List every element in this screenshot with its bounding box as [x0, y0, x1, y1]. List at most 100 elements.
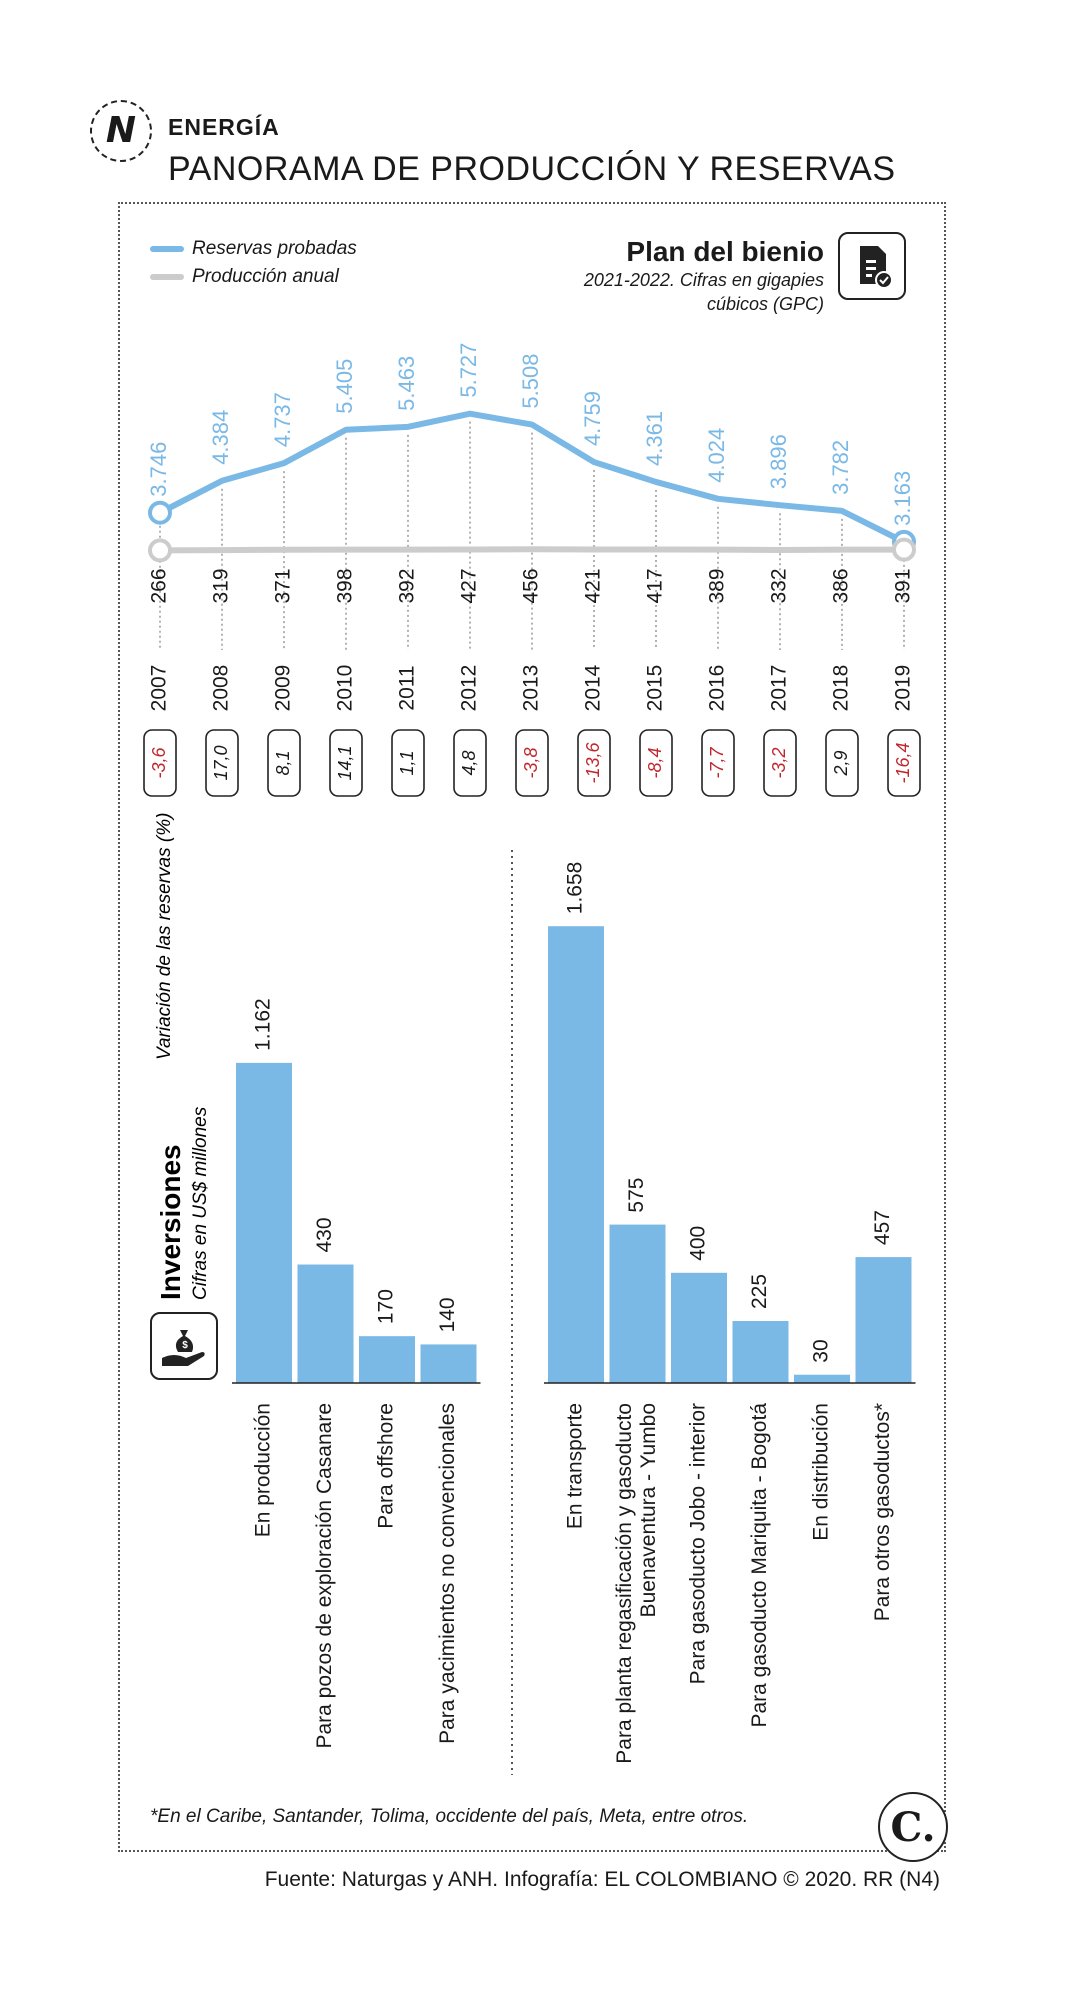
- reserves-value-label: 3.163: [890, 471, 915, 526]
- variation-box: [267, 729, 301, 797]
- variation-value-label: 1,1: [397, 750, 417, 775]
- variation-box: [391, 729, 425, 797]
- transport-investment-category-label: En distribución: [810, 1403, 833, 1541]
- svg-text:$: $: [182, 1340, 188, 1351]
- legend-item-reserves: Reservas probadas: [150, 235, 357, 263]
- transport-investment-category-label: Para planta regasificación y gasoducto: [613, 1403, 636, 1764]
- production-investment-value-label: 140: [436, 1297, 459, 1332]
- variation-value-label: 17,0: [211, 745, 231, 780]
- data-labels: 3.746 266 2007 4.384 319 2008 4.737 371 2009 5.40…: [146, 343, 915, 712]
- transport-investment-bar: [855, 1257, 912, 1383]
- production-investment-bar: [420, 1344, 477, 1383]
- variation-box: [825, 729, 859, 797]
- variation-box: [577, 729, 611, 797]
- reserves-value-label: 4.737: [270, 392, 295, 447]
- production-investment-bar: [297, 1264, 354, 1383]
- production-investment-bar: [359, 1336, 415, 1383]
- reserves-value-label: 4.361: [642, 411, 667, 466]
- production-value-label: 391: [892, 568, 915, 603]
- variation-box: [639, 729, 673, 797]
- production-investment-value-label: 170: [375, 1289, 398, 1324]
- production-investment-category-label: En producción: [252, 1403, 275, 1537]
- legend-item-production: Producción anual: [150, 263, 357, 291]
- variation-value-label: -8,4: [645, 747, 665, 778]
- production-endpoint: [148, 538, 172, 563]
- year-label: 2017: [768, 665, 791, 712]
- year-label: 2014: [582, 664, 605, 711]
- variation-box: [515, 729, 549, 797]
- production-investment-category-label: Para yacimientos no convencionales: [436, 1403, 459, 1744]
- reserves-value-label: 3.782: [828, 440, 853, 495]
- variation-value-label: 4,8: [459, 750, 479, 775]
- production-value-label: 389: [706, 568, 729, 603]
- production-value-label: 266: [148, 568, 171, 603]
- transport-investment-bar: [548, 926, 604, 1383]
- variation-value-label: -3,6: [149, 747, 169, 779]
- production-value-label: 392: [396, 568, 419, 603]
- reserves-value-label: 4.384: [208, 410, 233, 465]
- production-endpoint: [892, 537, 916, 562]
- reserves-line: [157, 410, 907, 545]
- year-label: 2019: [892, 665, 915, 712]
- production-value-label: 319: [210, 568, 233, 603]
- variation-value-label: -3,8: [521, 747, 541, 778]
- variation-value-label: -3,2: [769, 747, 789, 778]
- year-label: 2007: [148, 665, 171, 712]
- investment-bars: 1.162 En producción 430 Para pozos de explo…: [232, 862, 916, 1764]
- variation-axis-label: Variación de las reservas (%): [154, 813, 175, 1060]
- production-investment-value-label: 1.162: [252, 998, 275, 1051]
- transport-investment-value-label: 30: [810, 1339, 833, 1362]
- legend-swatch-reserves: [150, 246, 184, 252]
- production-value-label: 417: [644, 568, 667, 603]
- logo-letter: C.: [890, 1803, 936, 1851]
- plan-subtitle-2: cúbicos (GPC): [706, 294, 824, 314]
- investment-title: Inversiones: [155, 1144, 186, 1300]
- variation-boxes: -3,6 17,0 8,1 14,1 1,1 4,8 -3,8 -13,6 -8,4 -7,7 -3…: [143, 729, 921, 797]
- reserves-endpoint: [148, 500, 172, 525]
- reserves-value-label: 5.727: [456, 343, 481, 398]
- series-lines: [148, 410, 916, 563]
- transport-investment-value-label: 225: [748, 1274, 771, 1309]
- reserves-value-label: 4.024: [704, 428, 729, 483]
- variation-box: [329, 729, 363, 797]
- transport-investment-category-label: Para otros gasoductos*: [871, 1403, 894, 1621]
- variation-box: [887, 729, 921, 797]
- badge-letter: N: [105, 110, 137, 151]
- year-label: 2008: [210, 665, 233, 712]
- production-investment-value-label: 430: [313, 1217, 336, 1252]
- transport-investment-bar: [671, 1272, 727, 1383]
- variation-box: [453, 729, 487, 797]
- year-label: 2018: [830, 665, 853, 712]
- footnote: *En el Caribe, Santander, Tolima, occide…: [150, 1806, 749, 1827]
- year-label: 2009: [272, 665, 295, 712]
- transport-investment-category-label: Buenaventura - Yumbo: [637, 1403, 660, 1617]
- production-value-label: 421: [582, 568, 605, 603]
- production-investment-category-label: Para offshore: [375, 1403, 398, 1529]
- section-badge: N: [90, 100, 152, 162]
- dotted-frame: [118, 202, 946, 1852]
- year-label: 2011: [396, 665, 419, 710]
- reserves-value-label: 5.405: [332, 359, 357, 414]
- legend-label-reserves: Reservas probadas: [192, 238, 357, 259]
- variation-box: [143, 729, 177, 797]
- page-title: PANORAMA DE PRODUCCIÓN Y RESERVAS: [168, 150, 896, 188]
- reserves-value-label: 3.896: [766, 434, 791, 489]
- year-label: 2015: [644, 665, 667, 712]
- variation-box: [205, 729, 239, 797]
- plan-title: Plan del bienio: [626, 236, 824, 267]
- reserves-value-label: 3.746: [146, 442, 171, 497]
- production-value-label: 371: [272, 568, 295, 603]
- variation-value-label: -13,6: [583, 741, 603, 783]
- production-value-label: 456: [520, 568, 543, 603]
- transport-investment-bar: [609, 1224, 666, 1383]
- variation-value-label: -16,4: [893, 742, 913, 783]
- production-value-label: 332: [768, 568, 791, 603]
- variation-box: [763, 729, 797, 797]
- year-label: 2016: [706, 665, 729, 712]
- transport-investment-value-label: 1.658: [564, 862, 587, 915]
- plan-subtitle-1: 2021-2022. Cifras en gigapies: [583, 270, 824, 290]
- reserves-value-label: 5.463: [394, 356, 419, 411]
- transport-investment-value-label: 457: [871, 1210, 894, 1245]
